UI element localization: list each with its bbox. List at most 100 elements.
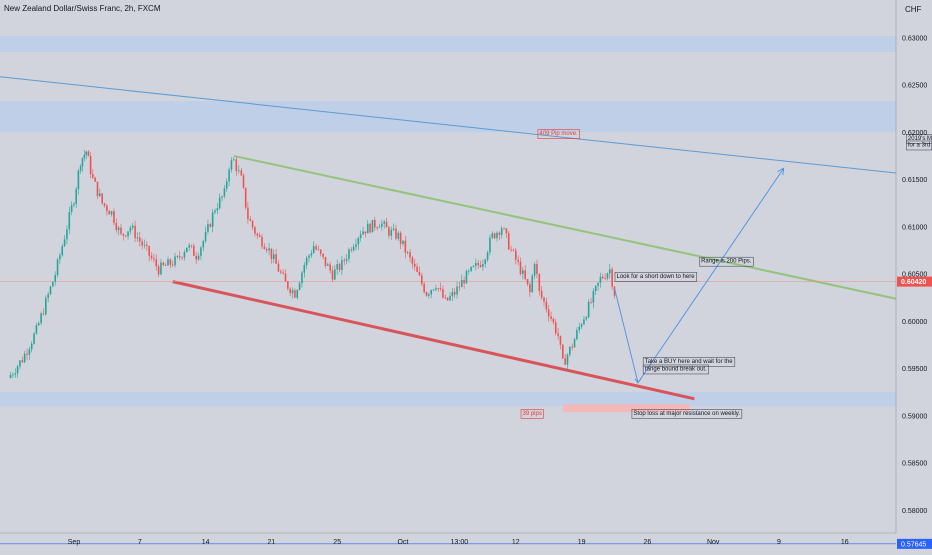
candle-body (362, 231, 364, 235)
candle-body (244, 187, 247, 208)
candle-body (79, 166, 82, 171)
annotations: 409 Pip move. 2019's Mafor a 3rd Range is … (520, 129, 932, 419)
candle-body (369, 223, 371, 233)
candle-body (547, 309, 550, 317)
candle-body (310, 253, 313, 256)
candle-body (472, 265, 475, 267)
candle-body (171, 264, 174, 266)
candle-body (157, 266, 160, 275)
candle-body (150, 255, 153, 259)
candle-body (437, 288, 440, 289)
candle-body (576, 330, 578, 340)
candle-body (491, 233, 494, 238)
candle-body (83, 154, 86, 159)
candle-body (531, 275, 534, 293)
candle-body (190, 245, 193, 247)
x-tick-label: 26 (644, 539, 652, 546)
candle-body (583, 319, 585, 325)
candle-body (110, 211, 113, 215)
candle-body (141, 241, 143, 246)
candle-body (89, 156, 92, 175)
candle-body (63, 239, 66, 247)
candle-body (268, 248, 270, 251)
candle-body (207, 224, 209, 232)
candle-body (477, 263, 479, 265)
candle-body (446, 297, 449, 301)
candle-body (381, 223, 383, 227)
candle-body (559, 335, 562, 345)
candle-body (77, 170, 80, 190)
candle-body (139, 237, 141, 242)
candle-body (99, 193, 101, 197)
candle-body (327, 264, 329, 266)
candle-body (33, 333, 35, 344)
candle-body (115, 222, 118, 231)
candle-body (444, 297, 447, 299)
candle-body (153, 258, 155, 260)
candle-body (404, 240, 407, 253)
candle-body (385, 221, 388, 228)
candle-body (522, 270, 524, 274)
candle-body (524, 270, 526, 280)
candle-body (188, 245, 190, 248)
candle-body (117, 227, 120, 231)
candle-body (604, 278, 606, 279)
y-tick-label: 0.62000 (902, 130, 927, 137)
candle-body (585, 317, 588, 320)
candle-body (42, 313, 45, 315)
candle-body (45, 298, 47, 315)
candle-body (238, 170, 240, 172)
candle-body (500, 228, 503, 235)
candle-body (223, 188, 226, 197)
candle-body (209, 224, 212, 227)
candle-body (613, 286, 616, 296)
annotation-box (520, 409, 544, 419)
candle-body (14, 373, 17, 375)
candle-body (413, 263, 416, 267)
candle-body (416, 266, 418, 272)
candle-body (383, 221, 385, 224)
candle-body (425, 292, 428, 296)
candle-body (103, 203, 106, 206)
candle-body (312, 246, 315, 254)
bottom-price-label: 0.57645 (901, 541, 926, 548)
candle-body (319, 249, 322, 254)
candle-body (284, 273, 287, 282)
candle-body (352, 246, 355, 251)
candle-body (355, 244, 357, 247)
candle-body (282, 272, 284, 274)
candle-body (442, 289, 444, 298)
candle-body (388, 227, 390, 236)
y-tick-label: 0.58500 (902, 461, 927, 468)
support-resistance-zones (0, 35, 896, 413)
candle-body (122, 233, 125, 236)
x-tick-label: Nov (707, 539, 720, 546)
candle-body (526, 279, 529, 285)
candle-body (540, 290, 543, 298)
candle-body (249, 219, 252, 221)
candle-body (599, 276, 602, 283)
currency-label: CHF (905, 5, 922, 14)
trend-line (0, 76, 897, 174)
candle-body (162, 262, 165, 265)
x-tick-label: 13:00 (451, 539, 469, 546)
candle-body (371, 219, 374, 233)
candle-body (169, 259, 172, 265)
bottom-price-badge (897, 538, 932, 549)
candle-body (70, 205, 73, 213)
candle-body (280, 271, 282, 273)
candle-body (30, 343, 33, 350)
candle-body (59, 255, 61, 260)
candle-body (47, 294, 49, 299)
candle-body (176, 256, 179, 257)
annotation-box (642, 364, 709, 375)
candle-body (61, 246, 64, 256)
annotation-box (614, 272, 698, 282)
x-tick-label: 19 (578, 539, 586, 546)
candle-body (456, 286, 458, 295)
last-price-badge (897, 276, 932, 287)
candle-body (517, 259, 519, 262)
candle-body (409, 252, 411, 258)
